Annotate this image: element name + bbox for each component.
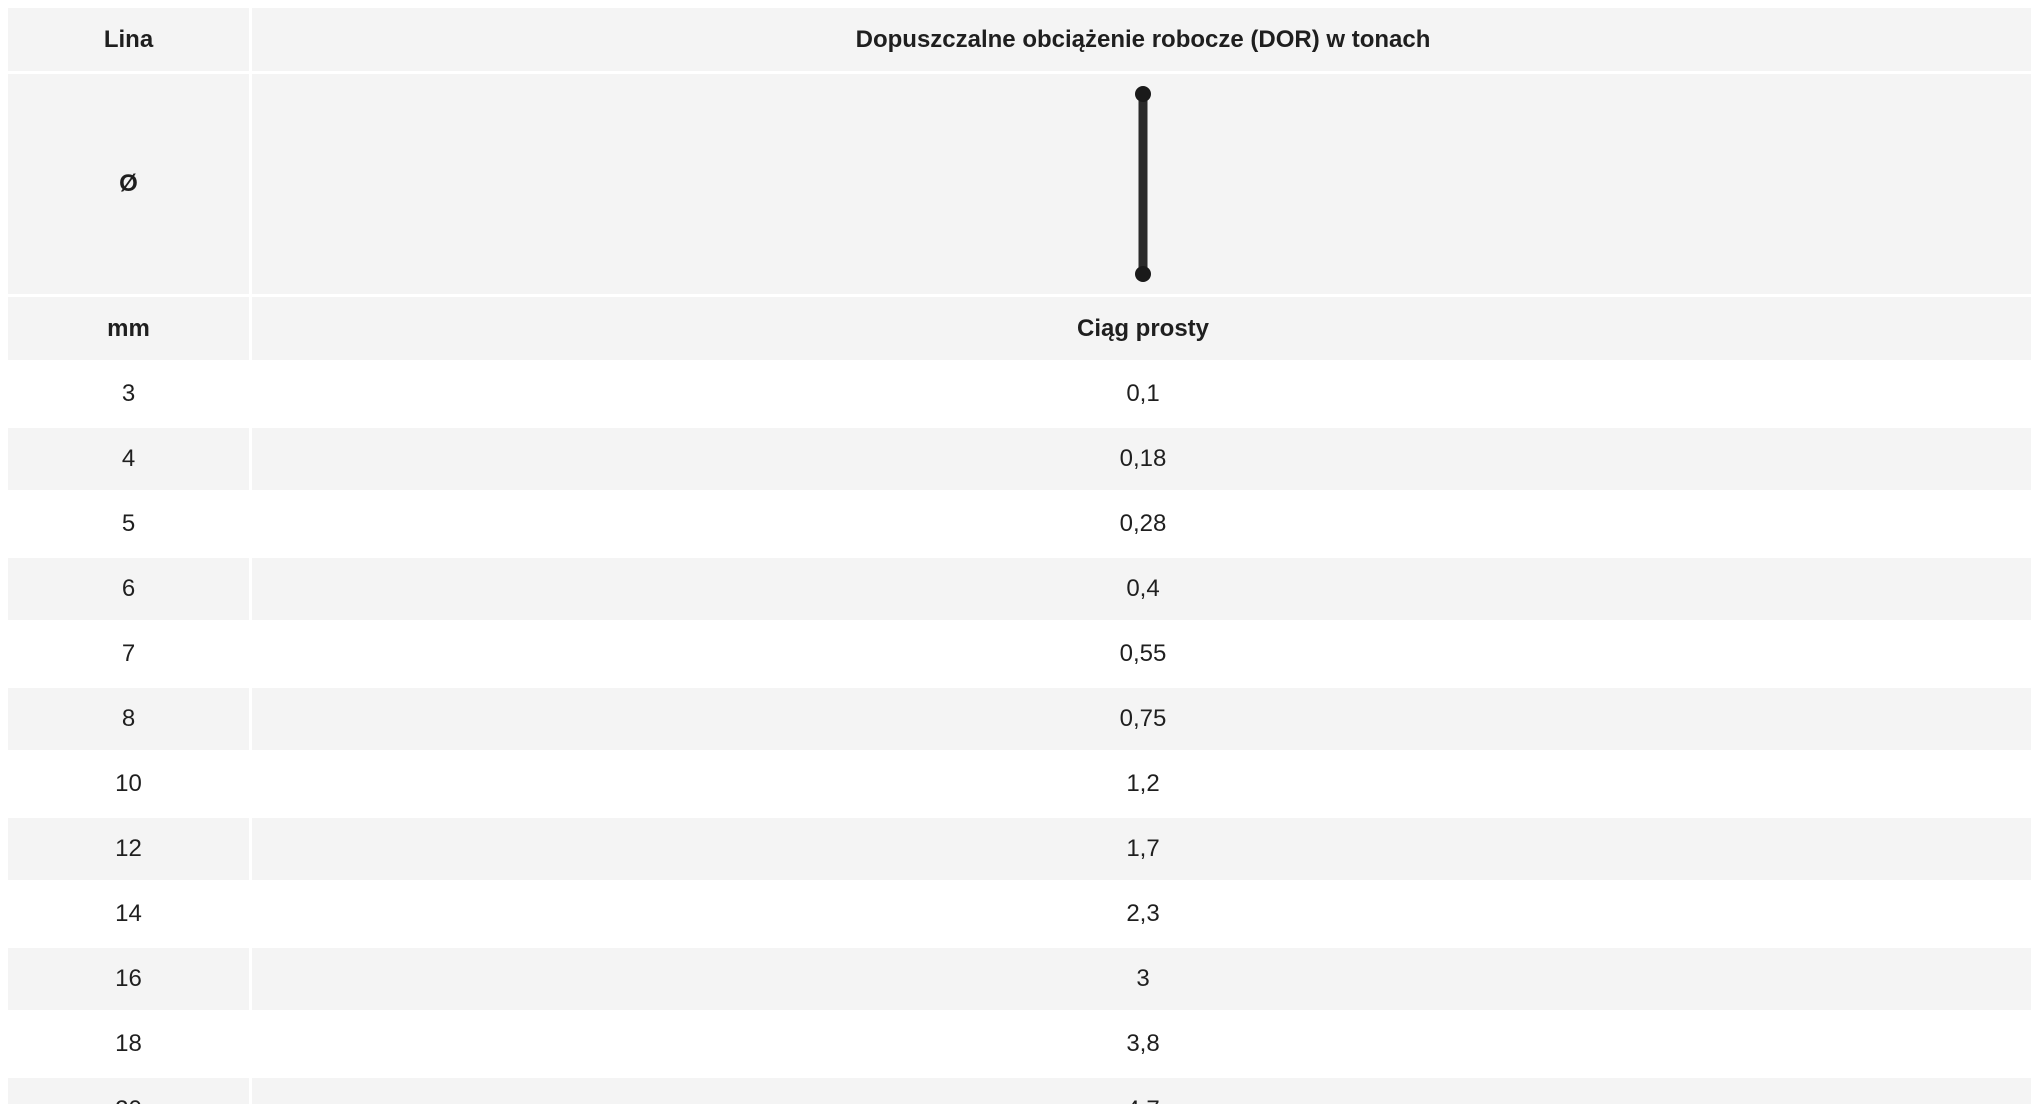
table-row-diameter: 10 xyxy=(8,753,249,815)
table-row-diameter: 3 xyxy=(8,363,249,425)
wll-table: Lina Dopuszczalne obciążenie robocze (DO… xyxy=(8,8,2031,1104)
table-row-diameter: 4 xyxy=(8,428,249,490)
table-row-wll: 0,28 xyxy=(252,493,2031,555)
table-row-wll: 3,8 xyxy=(252,1013,2031,1075)
straight-pull-sling-icon xyxy=(252,74,2031,294)
header-rope: Lina xyxy=(8,8,249,71)
table-row-wll: 0,55 xyxy=(252,623,2031,685)
table-row-diameter: 20 xyxy=(8,1078,249,1104)
table-row-wll: 1,2 xyxy=(252,753,2031,815)
table-row-wll: 0,4 xyxy=(252,558,2031,620)
table-row-wll: 1,7 xyxy=(252,818,2031,880)
unit-label: mm xyxy=(8,297,249,360)
table-row-diameter: 5 xyxy=(8,493,249,555)
table-row-wll: 0,18 xyxy=(252,428,2031,490)
table-row-wll: 0,1 xyxy=(252,363,2031,425)
table-row-diameter: 6 xyxy=(8,558,249,620)
table-row-diameter: 18 xyxy=(8,1013,249,1075)
table-row-wll: 4,7 xyxy=(252,1078,2031,1104)
table-row-diameter: 12 xyxy=(8,818,249,880)
table-row-diameter: 7 xyxy=(8,623,249,685)
header-wll: Dopuszczalne obciążenie robocze (DOR) w … xyxy=(252,8,2031,71)
table-row-wll: 2,3 xyxy=(252,883,2031,945)
table-row-wll: 0,75 xyxy=(252,688,2031,750)
table-row-diameter: 14 xyxy=(8,883,249,945)
diameter-symbol: Ø xyxy=(8,74,249,294)
table-row-diameter: 8 xyxy=(8,688,249,750)
table-row-wll: 3 xyxy=(252,948,2031,1010)
table-row-diameter: 16 xyxy=(8,948,249,1010)
pull-type-label: Ciąg prosty xyxy=(252,297,2031,360)
